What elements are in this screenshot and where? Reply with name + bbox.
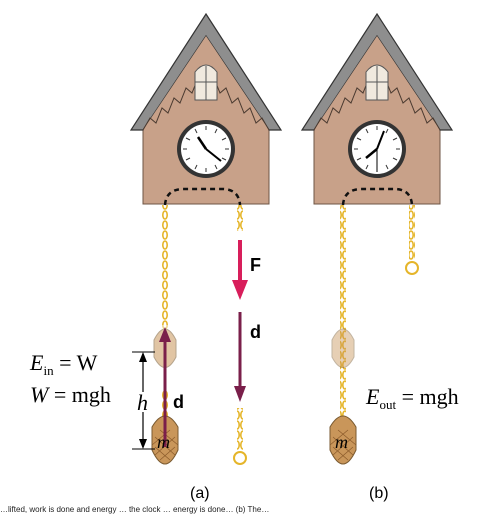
mass-label-a: m bbox=[157, 432, 170, 452]
lift-arrow-a bbox=[159, 327, 171, 447]
energy-in-equation: Ein = W bbox=[30, 350, 98, 378]
cuckoo-clock-b bbox=[300, 12, 454, 423]
figure-caption-cropped: …lifted, work is done and energy … the c… bbox=[0, 505, 270, 514]
weight-ghost-b bbox=[331, 328, 355, 368]
chain-over-wheel-a bbox=[163, 187, 242, 206]
cuckoo-clock-a bbox=[129, 12, 283, 465]
chain-left-b bbox=[340, 205, 346, 423]
chain-ring-a bbox=[233, 451, 247, 465]
weight-lowered-b bbox=[329, 415, 357, 465]
force-arrow-a bbox=[232, 240, 248, 300]
clock-window-b bbox=[365, 64, 389, 101]
chain-right-lower-a bbox=[237, 408, 243, 450]
force-label: F bbox=[250, 255, 261, 275]
chain-ring-b bbox=[405, 261, 419, 275]
work-equation: W = mgh bbox=[30, 382, 111, 407]
clock-face-b bbox=[348, 120, 406, 178]
displacement-arrow-a bbox=[234, 312, 246, 402]
panel-label-b: (b) bbox=[369, 485, 389, 502]
energy-out-equation: Eout = mgh bbox=[366, 384, 459, 412]
chain-right-b bbox=[409, 205, 415, 260]
chain-right-a bbox=[237, 205, 243, 231]
chain-left-a bbox=[162, 205, 168, 325]
clock-window-a bbox=[194, 64, 218, 101]
mass-label-b: m bbox=[335, 432, 348, 452]
displacement-label-lift: d bbox=[173, 392, 184, 412]
clock-face-a bbox=[177, 120, 235, 178]
displacement-label-force: d bbox=[250, 322, 261, 342]
height-label: h bbox=[137, 390, 148, 415]
height-dimension-a bbox=[132, 351, 155, 450]
panel-label-a: (a) bbox=[190, 485, 210, 502]
